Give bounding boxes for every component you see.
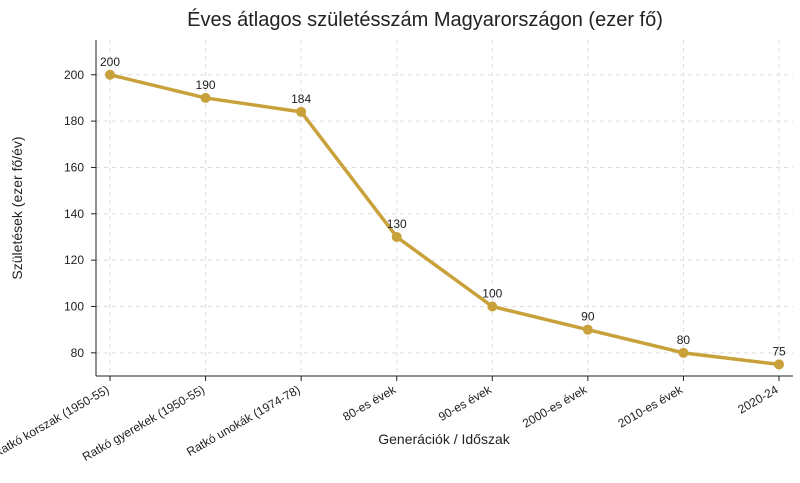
chart-title: Éves átlagos születésszám Magyarországon… <box>187 8 663 31</box>
data-label: 100 <box>482 286 502 300</box>
data-label: 75 <box>772 344 786 358</box>
data-label: 130 <box>387 217 407 231</box>
y-tick-label: 140 <box>64 207 84 221</box>
y-tick-label: 200 <box>64 68 84 82</box>
data-point <box>105 69 115 80</box>
y-tick-label: 160 <box>64 160 84 174</box>
data-point <box>582 324 593 335</box>
data-point <box>296 106 307 117</box>
x-tick-label: 2000-es évek <box>520 382 590 431</box>
data-label: 184 <box>291 92 311 106</box>
data-label: 80 <box>677 333 691 347</box>
x-tick-label: 2010-es évek <box>616 382 686 431</box>
x-tick-label: 90-es évek <box>436 382 495 424</box>
data-label: 190 <box>196 78 216 92</box>
data-label: 90 <box>581 310 595 324</box>
data-line <box>109 73 780 367</box>
x-tick-label: 2020-24 <box>735 382 780 416</box>
data-point <box>774 359 784 370</box>
y-tick-label: 180 <box>64 114 84 128</box>
y-tick-label: 80 <box>71 346 85 360</box>
data-point <box>200 92 211 103</box>
y-tick-label: 100 <box>64 299 84 313</box>
data-point <box>391 231 402 242</box>
data-point <box>678 347 689 358</box>
data-label: 200 <box>100 55 120 69</box>
data-point <box>487 301 498 312</box>
x-axis-label: Generációk / Időszak <box>378 431 511 447</box>
y-axis-label: Születések (ezer fő/év) <box>9 136 25 279</box>
x-tick-label: 80-es évek <box>340 382 399 424</box>
y-tick-label: 120 <box>64 253 84 267</box>
